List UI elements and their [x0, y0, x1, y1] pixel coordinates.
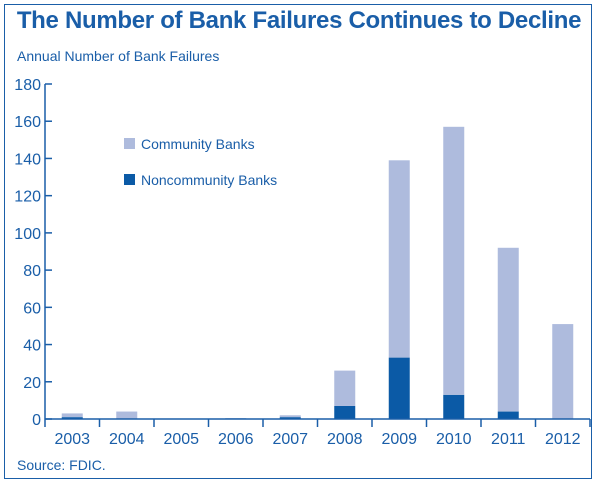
- y-tick-label: 180: [14, 77, 41, 94]
- x-tick-label: 2008: [327, 431, 363, 448]
- y-tick-label: 160: [14, 114, 41, 131]
- bar-noncommunity-banks-2007: [279, 417, 301, 419]
- x-tick-label: 2010: [436, 431, 472, 448]
- legend: Community Banks Noncommunity Banks: [124, 136, 277, 188]
- legend-swatch: [124, 138, 135, 149]
- y-tick-label: 60: [23, 300, 41, 317]
- bar-community-banks-2009: [388, 160, 410, 358]
- legend-swatch: [124, 174, 135, 185]
- bar-noncommunity-banks-2008: [334, 405, 356, 419]
- bar-community-banks-2007: [279, 415, 301, 418]
- x-tick-label: 2006: [218, 431, 254, 448]
- y-tick-label: 0: [32, 412, 41, 429]
- x-axis: 2003 2004 2005 2006 2007 2008 2009 2010 2011 2012: [44, 418, 591, 448]
- bar-community-banks-2004: [116, 411, 138, 419]
- y-tick-label: 20: [23, 375, 41, 392]
- bar-community-banks-2010: [443, 126, 465, 395]
- bar-community-banks-2003: [61, 413, 83, 418]
- x-tick-label: 2004: [109, 431, 145, 448]
- y-tick-label: 120: [14, 189, 41, 206]
- bars: [61, 126, 574, 419]
- bar-noncommunity-banks-2009: [388, 357, 410, 419]
- chart-frame: [4, 4, 592, 479]
- bar-noncommunity-banks-2003: [61, 417, 83, 419]
- bar-noncommunity-banks-2011: [497, 411, 519, 419]
- x-tick-label: 2009: [381, 431, 417, 448]
- legend-label: Noncommunity Banks: [141, 172, 277, 188]
- x-tick-label: 2012: [545, 431, 581, 448]
- bar-community-banks-2012: [552, 324, 574, 419]
- legend-label: Community Banks: [141, 136, 255, 152]
- y-axis: 0 20 40 60 80 100 120 140 160 180: [14, 77, 52, 429]
- x-tick-label: 2003: [54, 431, 90, 448]
- bar-noncommunity-banks-2010: [443, 394, 465, 419]
- x-tick-label: 2011: [491, 431, 526, 448]
- y-tick-label: 100: [14, 226, 41, 243]
- y-axis-label: Annual Number of Bank Failures: [17, 48, 220, 64]
- y-tick-label: 80: [23, 263, 41, 280]
- y-tick-label: 140: [14, 151, 41, 168]
- x-tick-label: 2005: [163, 431, 199, 448]
- source-note: Source: FDIC.: [17, 457, 106, 473]
- chart-title: The Number of Bank Failures Continues to…: [16, 7, 582, 34]
- bar-community-banks-2011: [497, 247, 519, 412]
- y-tick-label: 40: [23, 338, 41, 355]
- x-tick-label: 2007: [272, 431, 308, 448]
- bar-community-banks-2008: [334, 370, 356, 406]
